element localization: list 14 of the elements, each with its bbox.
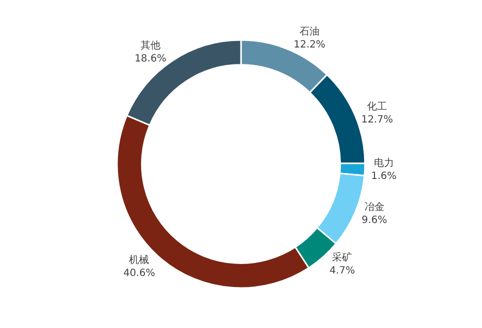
slice-label: 石油 [300, 26, 320, 38]
slice-label: 冶金 [364, 201, 384, 214]
data-label: 18.6% [134, 53, 166, 64]
slice-label: 电力 [374, 156, 394, 169]
data-label: 1.6% [371, 170, 397, 182]
data-label: 12.2% [294, 40, 326, 51]
slice-label: 其他 [140, 39, 160, 52]
data-label: 4.7% [330, 265, 355, 276]
slice-label: 化工 [367, 100, 388, 113]
data-label: 9.6% [362, 215, 388, 226]
data-label: 12.7% [361, 114, 393, 126]
slice-label: 采矿 [332, 251, 352, 264]
slice-label: 机械 [129, 254, 150, 266]
data-label: 40.6% [123, 268, 156, 279]
